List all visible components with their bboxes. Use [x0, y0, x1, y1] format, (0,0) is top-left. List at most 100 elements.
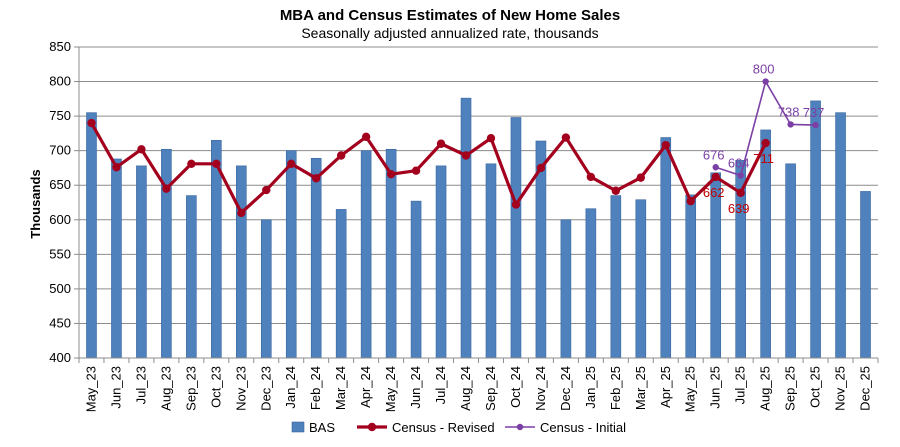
series-point: [312, 174, 321, 183]
x-tick-label: Nov_23: [233, 366, 248, 411]
series-point: [461, 151, 471, 160]
bar: [560, 219, 572, 359]
chart-subtitle: Seasonally adjusted annualized rate, tho…: [301, 25, 598, 41]
x-tick-label: Oct_23: [208, 366, 223, 408]
x-tick-label: Aug_25: [758, 366, 773, 411]
bar: [860, 191, 871, 359]
bar: [610, 195, 622, 359]
data-label: 664: [728, 156, 750, 171]
series-point: [386, 169, 396, 179]
bar: [186, 195, 197, 359]
series-point: [436, 139, 446, 148]
y-tick-label: 400: [49, 350, 71, 365]
y-tick-label: 700: [49, 143, 71, 158]
y-tick-label: 550: [49, 246, 71, 261]
series-point: [611, 186, 621, 195]
bar: [111, 158, 122, 359]
x-tick-label: Jan_24: [283, 366, 298, 409]
axes: 400 450 500 550 600 650 700 750 800 850 May_23 Jun_…: [49, 39, 879, 412]
y-axis-label: Thousands: [28, 169, 43, 238]
data-label: 737: [803, 105, 825, 120]
x-tick-label: Oct_25: [808, 366, 823, 408]
series-point: [737, 172, 744, 179]
y-tick-label: 800: [49, 74, 71, 89]
x-tick-label: Jun_25: [708, 366, 723, 409]
series-point: [812, 121, 819, 129]
series-point: [511, 200, 521, 209]
bar: [435, 165, 447, 359]
bar: [835, 112, 846, 359]
bar: [260, 219, 272, 359]
x-tick-label: Apr_25: [658, 366, 673, 408]
bar: [810, 100, 821, 359]
bar: [136, 165, 147, 359]
x-tick-label: Dec_25: [858, 366, 873, 411]
x-tick-label: May_23: [83, 366, 98, 412]
bar: [660, 137, 672, 359]
series-point: [561, 133, 571, 142]
x-tick-label: Aug_23: [158, 366, 173, 411]
series-point: [787, 121, 794, 128]
series-point: [112, 163, 121, 172]
series-point: [287, 159, 296, 168]
y-tick-label: 450: [49, 315, 71, 330]
gridlines: [79, 46, 878, 359]
bar: [685, 194, 697, 359]
series-point: [736, 188, 745, 198]
bar: [335, 209, 347, 359]
series-point: [711, 172, 720, 182]
x-tick-label: Jul_24: [433, 366, 448, 404]
series-point: [187, 159, 196, 168]
x-tick-label: Jun_23: [108, 366, 123, 409]
legend-label: Census - Initial: [540, 420, 626, 435]
x-tick-label: Feb_24: [308, 366, 323, 410]
bar: [585, 208, 597, 359]
bar: [485, 163, 497, 359]
series-point: [162, 184, 171, 193]
legend-label: Census - Revised: [392, 420, 495, 435]
x-tick-label: Mar_24: [333, 366, 348, 410]
bar: [360, 150, 372, 359]
x-tick-label: Feb_25: [608, 366, 623, 410]
bar: [235, 165, 247, 359]
bar: [635, 199, 647, 359]
bar: [785, 163, 796, 359]
series-line: [90, 122, 768, 215]
x-tick-label: Apr_24: [358, 366, 373, 408]
bar: [285, 150, 297, 359]
series-point: [137, 145, 146, 154]
x-tick-label: Nov_24: [533, 366, 548, 411]
data-label: 738: [778, 104, 800, 119]
series-point: [536, 163, 546, 173]
x-tick-label: Jul_23: [133, 366, 148, 404]
bar-series: [86, 97, 871, 359]
legend-marker: [367, 422, 377, 432]
x-tick-label: Dec_23: [258, 366, 273, 411]
x-tick-label: Oct_24: [508, 366, 523, 408]
chart-title: MBA and Census Estimates of New Home Sal…: [280, 7, 620, 24]
x-tick-label: Jan_25: [583, 366, 598, 409]
x-tick-label: Jul_25: [733, 366, 748, 404]
series-point: [87, 118, 96, 128]
series-point: [712, 164, 719, 171]
bar: [310, 157, 322, 359]
series-point: [636, 173, 645, 182]
x-tick-label: Sep_24: [483, 366, 498, 411]
data-label: 800: [753, 62, 775, 77]
y-tick-label: 500: [49, 281, 71, 296]
x-tick-label: Mar_25: [633, 366, 648, 410]
series-point: [686, 196, 695, 206]
data-label: 676: [703, 147, 725, 162]
legend-label: BAS: [309, 420, 335, 435]
legend-swatch: [291, 421, 305, 433]
x-tick-label: Nov_25: [833, 366, 848, 411]
series-point: [486, 134, 496, 143]
series-point: [761, 138, 770, 148]
bar: [710, 172, 722, 359]
data-label: 662: [703, 185, 725, 200]
series-point: [586, 172, 596, 182]
bar: [410, 200, 422, 359]
legend-marker: [516, 423, 524, 431]
series-point: [262, 185, 271, 195]
